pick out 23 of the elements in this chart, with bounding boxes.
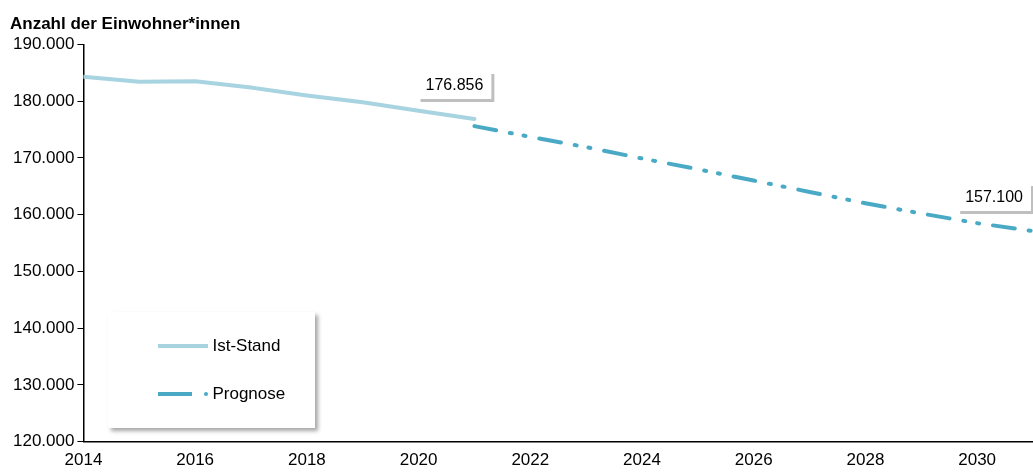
x-tick-label: 2016 [176,450,215,470]
annotation: 176.856 [425,76,484,94]
x-tick-label: 2018 [287,450,326,470]
y-tick-label: 120.000 [13,431,75,451]
y-tick-label: 190.000 [13,34,75,54]
y-tick-label: 140.000 [13,317,75,337]
line-series [472,124,1033,234]
x-tick-label: 2020 [399,450,438,470]
chart-title: Anzahl der Einwohner*innen [10,13,241,33]
legend-label: Ist-Stand [212,335,281,356]
x-tick-label: 2024 [623,450,661,470]
x-tick-label: 2014 [64,450,103,470]
y-tick-label: 170.000 [13,147,75,167]
annotation: 157.100 [965,188,1024,206]
x-tick-label: 2028 [846,450,885,470]
y-tick-label: 160.000 [13,204,75,224]
x-tick-label: 2026 [734,450,773,470]
x-tick-label: 2022 [511,450,550,470]
legend-label: Prognose [212,383,286,404]
x-tick-label: 2030 [958,450,997,470]
y-tick-label: 180.000 [13,90,75,110]
y-tick-label: 130.000 [13,374,75,394]
y-tick-label: 150.000 [13,261,75,281]
